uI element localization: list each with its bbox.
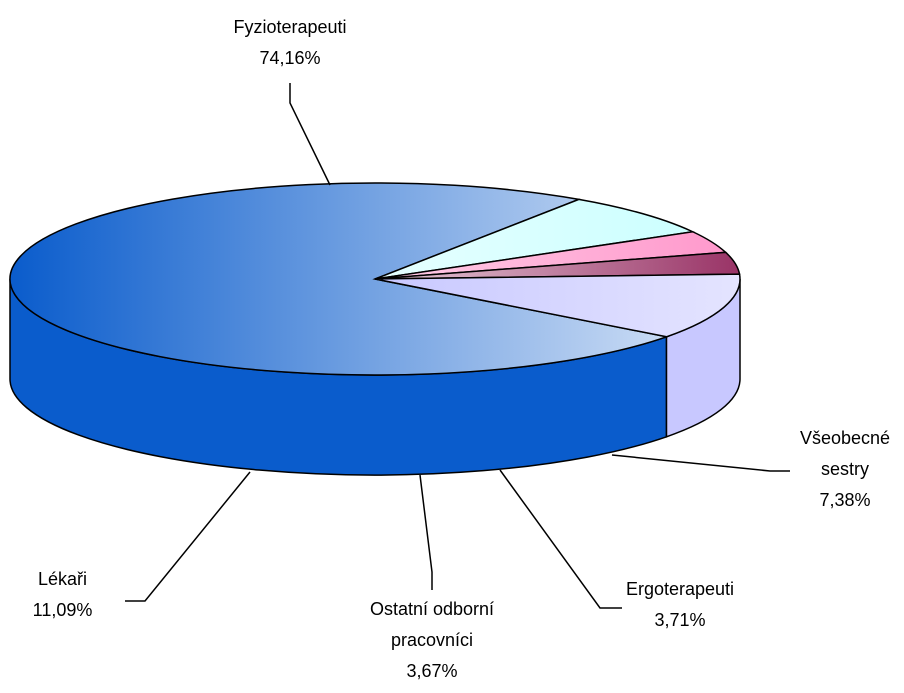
value-label: 3,71% [654,610,706,630]
category-label: Lékaři [37,569,88,589]
leader-line [611,454,790,472]
data-label: Ostatní odborní pracovníci 3,67% [342,594,522,687]
value-label: 74,16% [259,48,321,68]
value-label: 7,38% [819,490,871,510]
category-label: Ergoterapeuti [625,579,735,599]
category-label: Všeobecné sestry [799,428,891,479]
data-label: Fyzioterapeuti 74,16% [220,12,360,74]
value-label: 11,09% [32,600,93,620]
category-label: Fyzioterapeuti [233,17,347,37]
leader-line [125,471,251,602]
category-label: Ostatní odborní pracovníci [369,599,495,650]
leader-line [499,469,622,609]
value-label: 3,67% [406,661,458,681]
data-label: Všeobecné sestry 7,38% [790,423,900,516]
data-label: Ergoterapeuti 3,71% [610,574,750,636]
leader-line [419,474,433,590]
slice-top [374,273,741,338]
slice-top [374,198,696,280]
leader-line [289,83,331,186]
data-label: Lékaři 11,09% [0,564,125,626]
